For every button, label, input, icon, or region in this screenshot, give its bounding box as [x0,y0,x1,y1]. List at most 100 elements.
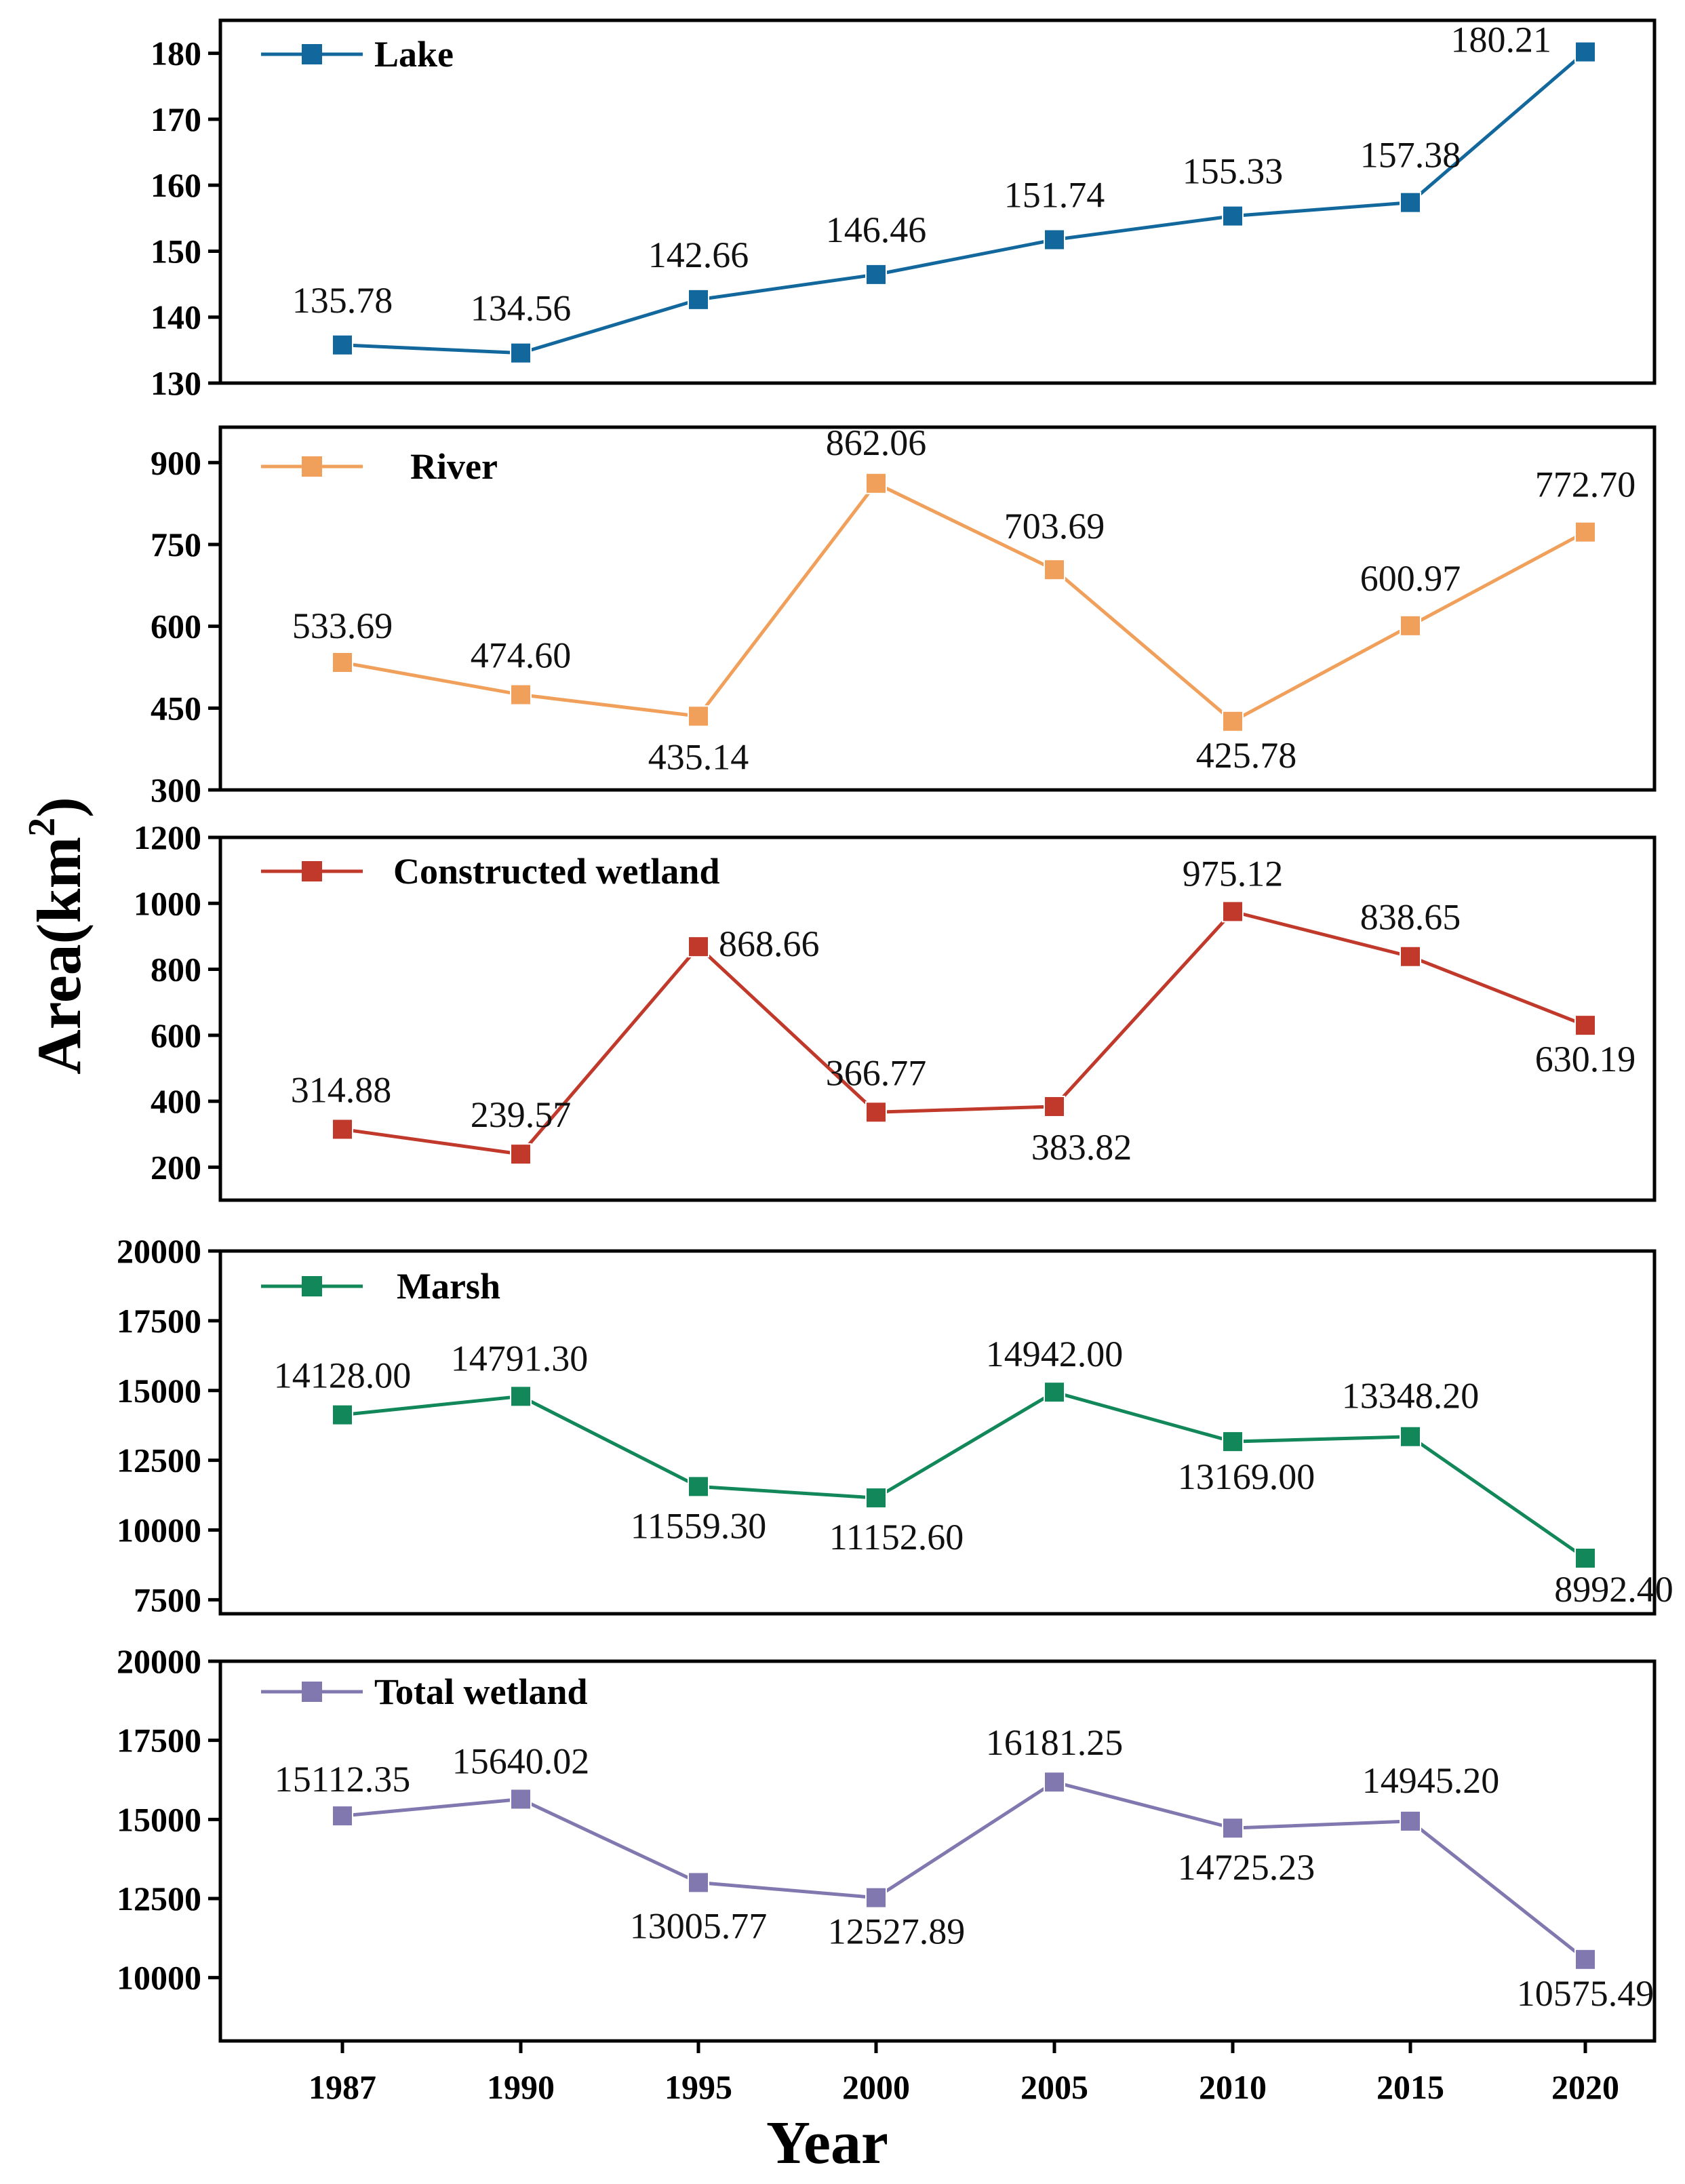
data-point [1574,1948,1596,1970]
data-point [1044,559,1065,581]
panel-river: 300 450 600 750 900 533.69 474.60 435.14 862.06 7… [151,422,1657,809]
data-point [1400,1810,1421,1832]
data-label: 239.57 [471,1094,572,1135]
panel-constructed-wetland: 200 400 600 800 1000 1200 314.88 239.57 868.66 36… [134,818,1657,1202]
legend-marker [302,861,322,881]
data-label: 16181.25 [986,1722,1124,1763]
data-point [1574,41,1596,63]
data-point [1222,710,1244,732]
data-point [1400,614,1421,637]
y-tick-label: 15000 [117,1372,201,1410]
data-label: 15640.02 [452,1741,590,1781]
data-point [1574,1547,1596,1570]
data-point [688,1871,709,1894]
data-point [1400,191,1421,214]
data-label: 630.19 [1535,1039,1636,1079]
y-tick-label: 900 [151,443,201,481]
x-tick-label: 2000 [842,2068,910,2106]
data-label: 772.70 [1535,464,1636,505]
data-label: 703.69 [1004,506,1105,547]
y-tick-label: 750 [151,525,201,563]
y-tick-label: 600 [151,608,201,646]
data-label: 533.69 [292,605,393,646]
y-tick-label: 180 [151,35,201,73]
data-label: 425.78 [1196,735,1297,776]
y-tick-label: 15000 [117,1800,201,1838]
data-label: 14942.00 [986,1334,1124,1374]
y-tick-label: 20000 [117,1642,201,1680]
y-tick-label: 450 [151,689,201,727]
data-label: 366.77 [826,1052,927,1093]
series-line [342,50,1587,355]
data-point [510,683,532,706]
data-point [865,263,887,285]
data-label: 11152.60 [829,1517,964,1557]
y-tick-label: 1200 [134,818,201,856]
data-label: 155.33 [1183,151,1284,192]
series-line [342,1780,1587,1961]
data-point [332,651,353,673]
y-axis-title-superscript: 2 [21,818,63,837]
data-label: 135.78 [292,280,393,321]
data-label: 975.12 [1183,853,1284,894]
x-tick-label: 2005 [1020,2068,1088,2106]
data-point [1044,229,1065,251]
legend-label: Constructed wetland [393,851,720,892]
y-tick-label: 800 [151,951,201,989]
y-tick-label: 600 [151,1016,201,1054]
data-label: 383.82 [1031,1127,1132,1168]
data-label: 435.14 [648,736,749,777]
legend-label: Lake [374,34,454,75]
y-tick-label: 200 [151,1148,201,1186]
panel-marsh: 7500 10000 12500 15000 17500 20000 14128.00 147… [117,1232,1673,1619]
panel-frame [218,425,1657,792]
legend-label: River [410,446,498,487]
x-axis: 1987 1990 1995 2000 2005 2010 2015 2020 [309,2041,1619,2106]
data-label: 14725.23 [1178,1847,1315,1888]
y-axis-title: Area(km2) [21,797,94,1075]
data-point [1222,205,1244,227]
data-point [1222,1431,1244,1453]
legend-label: Total wetland [374,1671,588,1712]
y-tick-label: 10000 [117,1959,201,1997]
data-point [332,1805,353,1827]
panel-total-wetland: 10000 12500 15000 17500 20000 15112.35 15640.0… [117,1642,1657,2043]
data-point [1400,1425,1421,1448]
data-point [332,1118,353,1140]
y-tick-label: 130 [151,364,201,402]
data-point [865,1101,887,1124]
data-label: 314.88 [291,1069,392,1110]
panel-frame [218,835,1657,1202]
chart-panels: 130 140 150 160 170 180 135.78 134.56 142.66 146.… [117,18,1673,2043]
y-axis-title-close: ) [24,797,94,818]
data-label: 151.74 [1004,175,1105,216]
data-point [688,936,709,958]
data-label: 134.56 [471,288,572,329]
data-label: 13169.00 [1178,1456,1315,1497]
data-label: 474.60 [471,635,572,676]
data-label: 142.66 [648,235,749,275]
data-point [865,1886,887,1909]
y-tick-label: 160 [151,166,201,204]
data-point [865,1487,887,1509]
data-point [510,1385,532,1408]
data-point [688,288,709,311]
data-label: 146.46 [826,210,927,250]
y-tick-label: 170 [151,100,201,138]
data-point [1222,1817,1244,1840]
data-label: 10575.49 [1517,1973,1654,2014]
data-point [865,472,887,494]
data-label: 868.66 [719,924,820,964]
x-tick-label: 2010 [1199,2068,1267,2106]
data-point [1044,1095,1065,1117]
y-tick-label: 12500 [117,1880,201,1918]
y-tick-label: 140 [151,298,201,336]
data-label: 8992.40 [1554,1569,1673,1610]
y-tick-label: 17500 [117,1302,201,1340]
data-label: 157.38 [1360,135,1461,176]
x-tick-label: 2020 [1551,2068,1619,2106]
y-tick-label: 150 [151,232,201,270]
y-tick-label: 12500 [117,1442,201,1480]
y-axis-title-main: Area(km [24,837,94,1075]
